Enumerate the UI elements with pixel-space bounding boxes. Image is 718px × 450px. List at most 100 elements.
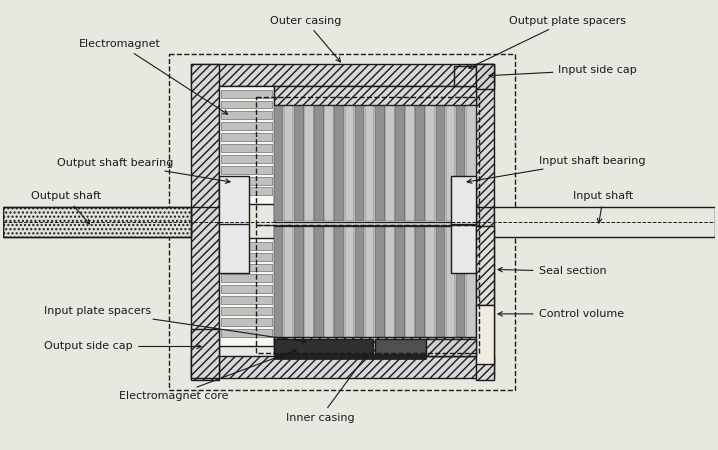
- Bar: [314, 107, 324, 221]
- Bar: [221, 112, 271, 119]
- Bar: [476, 305, 494, 364]
- Bar: [452, 176, 476, 225]
- Text: Control volume: Control volume: [498, 309, 624, 319]
- Bar: [221, 166, 271, 174]
- Bar: [325, 227, 334, 340]
- Bar: [284, 107, 294, 221]
- Bar: [221, 318, 271, 326]
- Text: Input shaft bearing: Input shaft bearing: [467, 156, 645, 183]
- Bar: [219, 86, 274, 204]
- Text: Electromagnet: Electromagnet: [79, 39, 228, 114]
- Text: Outer casing: Outer casing: [270, 16, 341, 62]
- Bar: [221, 307, 271, 315]
- Bar: [221, 188, 271, 195]
- Text: Input plate spacers: Input plate spacers: [45, 306, 307, 343]
- Bar: [385, 107, 395, 221]
- Bar: [405, 227, 415, 340]
- Bar: [256, 225, 479, 353]
- Bar: [221, 90, 271, 98]
- Bar: [3, 207, 191, 237]
- Bar: [456, 227, 465, 340]
- Text: Output shaft: Output shaft: [31, 191, 101, 224]
- Bar: [355, 227, 364, 340]
- Bar: [191, 207, 219, 380]
- Bar: [454, 66, 476, 86]
- Bar: [436, 227, 445, 340]
- Bar: [325, 107, 334, 221]
- Bar: [274, 337, 476, 356]
- Bar: [221, 144, 271, 152]
- Bar: [221, 274, 271, 282]
- Bar: [426, 227, 435, 340]
- Bar: [456, 107, 465, 221]
- Bar: [274, 226, 476, 341]
- Bar: [219, 238, 274, 346]
- Bar: [221, 100, 271, 108]
- Bar: [355, 107, 364, 221]
- Bar: [256, 97, 479, 225]
- Bar: [274, 355, 426, 359]
- Bar: [221, 155, 271, 163]
- Text: Input side cap: Input side cap: [489, 65, 637, 78]
- Bar: [191, 64, 494, 86]
- Bar: [466, 227, 475, 340]
- Text: Seal section: Seal section: [498, 266, 606, 276]
- Bar: [476, 207, 494, 380]
- Text: Electromagnet core: Electromagnet core: [118, 349, 297, 401]
- Bar: [375, 227, 385, 340]
- Bar: [426, 338, 476, 356]
- Text: Input shaft: Input shaft: [574, 191, 633, 223]
- Bar: [169, 54, 515, 390]
- Bar: [446, 107, 455, 221]
- Text: Output side cap: Output side cap: [45, 342, 201, 351]
- Bar: [221, 296, 271, 304]
- Bar: [221, 133, 271, 141]
- Bar: [284, 227, 294, 340]
- Text: Output shaft bearing: Output shaft bearing: [57, 158, 230, 183]
- Bar: [191, 64, 219, 237]
- Bar: [415, 107, 425, 221]
- Bar: [375, 338, 426, 356]
- Bar: [294, 227, 304, 340]
- Bar: [304, 227, 314, 340]
- Bar: [365, 227, 374, 340]
- Text: Output plate spacers: Output plate spacers: [469, 16, 626, 68]
- Bar: [476, 226, 494, 305]
- Bar: [345, 107, 354, 221]
- Bar: [221, 176, 271, 184]
- Bar: [304, 107, 314, 221]
- Bar: [494, 207, 715, 237]
- Bar: [191, 328, 219, 378]
- Bar: [395, 107, 405, 221]
- Bar: [335, 107, 344, 221]
- Bar: [274, 338, 373, 356]
- Bar: [426, 107, 435, 221]
- Bar: [219, 176, 249, 225]
- Bar: [335, 227, 344, 340]
- Bar: [415, 227, 425, 340]
- Bar: [294, 107, 304, 221]
- Bar: [345, 227, 354, 340]
- Bar: [274, 227, 284, 340]
- Bar: [274, 107, 284, 221]
- Bar: [446, 227, 455, 340]
- Bar: [191, 356, 494, 378]
- Bar: [395, 227, 405, 340]
- Bar: [365, 107, 374, 221]
- Bar: [221, 122, 271, 130]
- Bar: [476, 64, 494, 237]
- Bar: [405, 107, 415, 221]
- Bar: [436, 107, 445, 221]
- Bar: [476, 64, 494, 89]
- Bar: [466, 107, 475, 221]
- Bar: [221, 328, 271, 337]
- Bar: [314, 227, 324, 340]
- Bar: [274, 105, 476, 222]
- Text: Inner casing: Inner casing: [286, 354, 368, 423]
- Bar: [452, 224, 476, 274]
- Bar: [221, 264, 271, 271]
- Bar: [385, 227, 395, 340]
- Bar: [221, 252, 271, 261]
- Bar: [3, 207, 191, 237]
- Bar: [221, 242, 271, 250]
